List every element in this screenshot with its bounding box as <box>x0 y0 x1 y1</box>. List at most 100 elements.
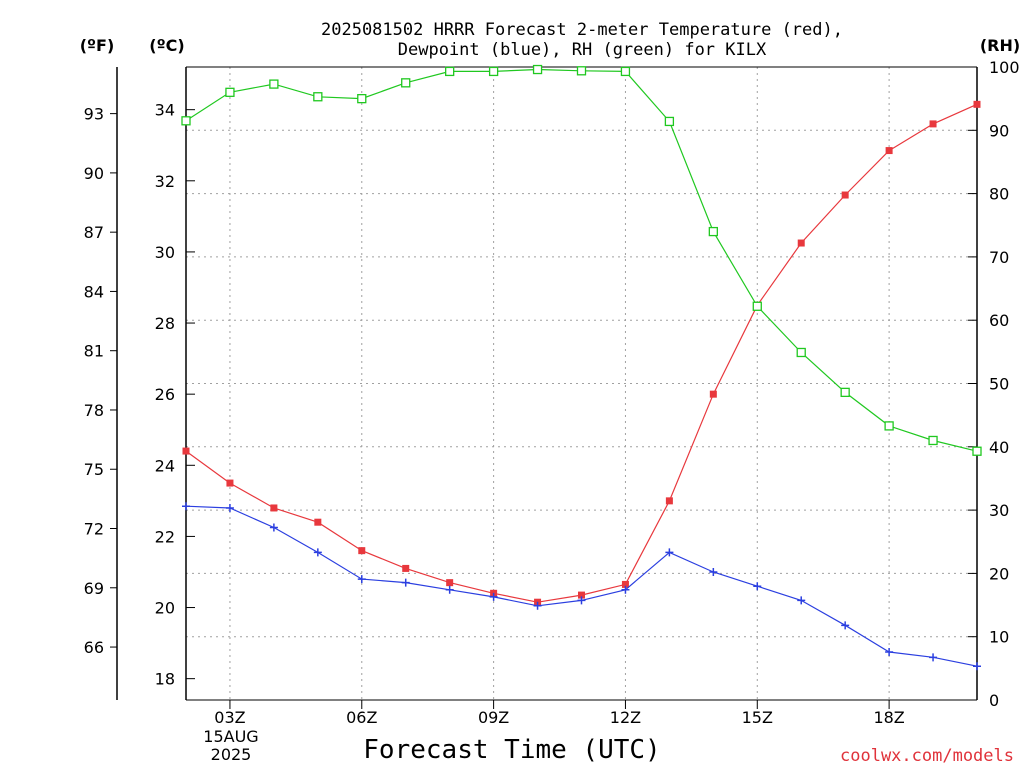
rh-point <box>401 78 411 88</box>
chart-title-line2: Dewpoint (blue), RH (green) for KILX <box>398 40 767 60</box>
chart-title-line1: 2025081502 HRRR Forecast 2-meter Tempera… <box>321 20 843 40</box>
rh-point <box>225 87 235 97</box>
dewpoint-point <box>533 601 542 610</box>
x-tick-label: 03Z <box>214 708 245 727</box>
rh-point <box>357 94 367 104</box>
dewpoint-point <box>929 653 938 662</box>
dewpoint-point <box>621 585 630 594</box>
fahrenheit-tick-label: 66 <box>84 638 104 657</box>
temperature-point <box>929 120 937 128</box>
rh-point <box>972 446 982 456</box>
rh-tick-label: 40 <box>989 438 1009 457</box>
fahrenheit-tick-label: 75 <box>84 460 104 479</box>
dewpoint-point <box>753 582 762 591</box>
dewpoint-point <box>841 621 850 630</box>
rh-axis-unit: (RH) <box>980 36 1020 55</box>
rh-tick-label: 60 <box>989 311 1009 330</box>
fahrenheit-tick-label: 69 <box>84 579 104 598</box>
rh-point <box>664 116 675 127</box>
dewpoint-point <box>489 592 498 601</box>
rh-point <box>884 421 894 431</box>
x-tick-label: 18Z <box>873 708 904 727</box>
rh-tick-label: 20 <box>989 564 1009 583</box>
dewpoint-point <box>225 503 234 512</box>
date-label-year: 2025 <box>211 745 252 764</box>
rh-tick-label: 100 <box>989 58 1020 77</box>
temperature-line <box>185 103 978 603</box>
x-tick-label: 09Z <box>478 708 509 727</box>
x-axis-title: Forecast Time (UTC) <box>363 735 660 765</box>
tick-labels: 03Z 06Z 09Z 12Z 15Z 18Z 0 10 20 30 40 50 60 70 80 90 100… <box>84 58 1020 727</box>
celsius-tick-label: 24 <box>155 456 175 475</box>
temperature-point <box>314 518 322 526</box>
temperature-point <box>709 390 717 398</box>
rh-tick-label: 90 <box>989 121 1009 140</box>
celsius-tick-label: 32 <box>155 172 175 191</box>
rh-tick-label: 0 <box>989 691 999 710</box>
x-tick-label: 12Z <box>610 708 641 727</box>
fahrenheit-tick-label: 81 <box>84 342 104 361</box>
credit-link[interactable]: coolwx.com/models <box>840 746 1014 766</box>
data-series <box>181 64 982 671</box>
rh-tick-label: 80 <box>989 185 1009 204</box>
celsius-tick-label: 26 <box>155 385 175 404</box>
dewpoint-point <box>577 596 586 605</box>
fahrenheit-tick-label: 84 <box>84 282 104 301</box>
dewpoint-point <box>665 548 674 557</box>
rh-point <box>620 66 631 77</box>
rh-tick-label: 50 <box>989 375 1009 394</box>
fahrenheit-tick-label: 87 <box>84 223 104 242</box>
rh-tick-label: 70 <box>989 248 1009 267</box>
rh-point <box>928 435 938 446</box>
celsius-tick-label: 28 <box>155 314 175 333</box>
dewpoint-point <box>313 548 322 557</box>
celsius-tick-label: 20 <box>155 599 175 618</box>
grid-lines <box>186 67 977 700</box>
fahrenheit-tick-label: 72 <box>84 520 104 539</box>
temperature-point <box>358 547 366 555</box>
fahrenheit-axis-unit: (ºF) <box>80 36 115 55</box>
temperature-point <box>841 191 849 199</box>
temperature-point <box>446 579 454 587</box>
temperature-point <box>973 100 981 108</box>
celsius-tick-label: 34 <box>155 101 175 120</box>
temperature-point <box>270 504 278 512</box>
rh-point <box>752 301 762 311</box>
temperature-point <box>797 239 805 247</box>
rh-tick-label: 10 <box>989 628 1009 647</box>
rh-point <box>796 347 806 358</box>
temperature-point <box>402 564 410 572</box>
rh-point <box>708 226 718 237</box>
dewpoint-point <box>445 585 454 594</box>
rh-point <box>269 79 279 89</box>
temperature-point <box>621 580 629 588</box>
dewpoint-point <box>269 523 278 532</box>
fahrenheit-tick-label: 90 <box>84 164 104 183</box>
temperature-point <box>182 447 190 455</box>
rh-point <box>445 66 455 77</box>
temperature-point <box>665 497 673 505</box>
temperature-point <box>578 591 585 599</box>
dewpoint-point <box>973 662 981 671</box>
x-tick-label: 15Z <box>742 708 773 727</box>
celsius-axis-unit: (ºC) <box>149 36 184 55</box>
celsius-tick-label: 22 <box>155 527 175 546</box>
x-tick-label: 06Z <box>346 708 377 727</box>
rh-line <box>185 68 978 452</box>
dewpoint-line <box>185 505 978 667</box>
fahrenheit-tick-label: 93 <box>84 105 104 124</box>
rh-point <box>576 66 587 76</box>
temperature-point <box>226 479 234 487</box>
dewpoint-point <box>401 578 410 587</box>
dewpoint-point <box>357 575 366 584</box>
rh-point <box>181 116 191 126</box>
dewpoint-point <box>182 502 190 511</box>
rh-point <box>532 64 543 75</box>
rh-tick-label: 30 <box>989 501 1009 520</box>
celsius-tick-label: 18 <box>155 670 175 689</box>
dewpoint-point <box>709 567 718 576</box>
date-label-day: 15AUG <box>203 727 258 746</box>
rh-point <box>488 66 499 77</box>
dewpoint-point <box>885 647 894 656</box>
dewpoint-point <box>797 596 806 605</box>
